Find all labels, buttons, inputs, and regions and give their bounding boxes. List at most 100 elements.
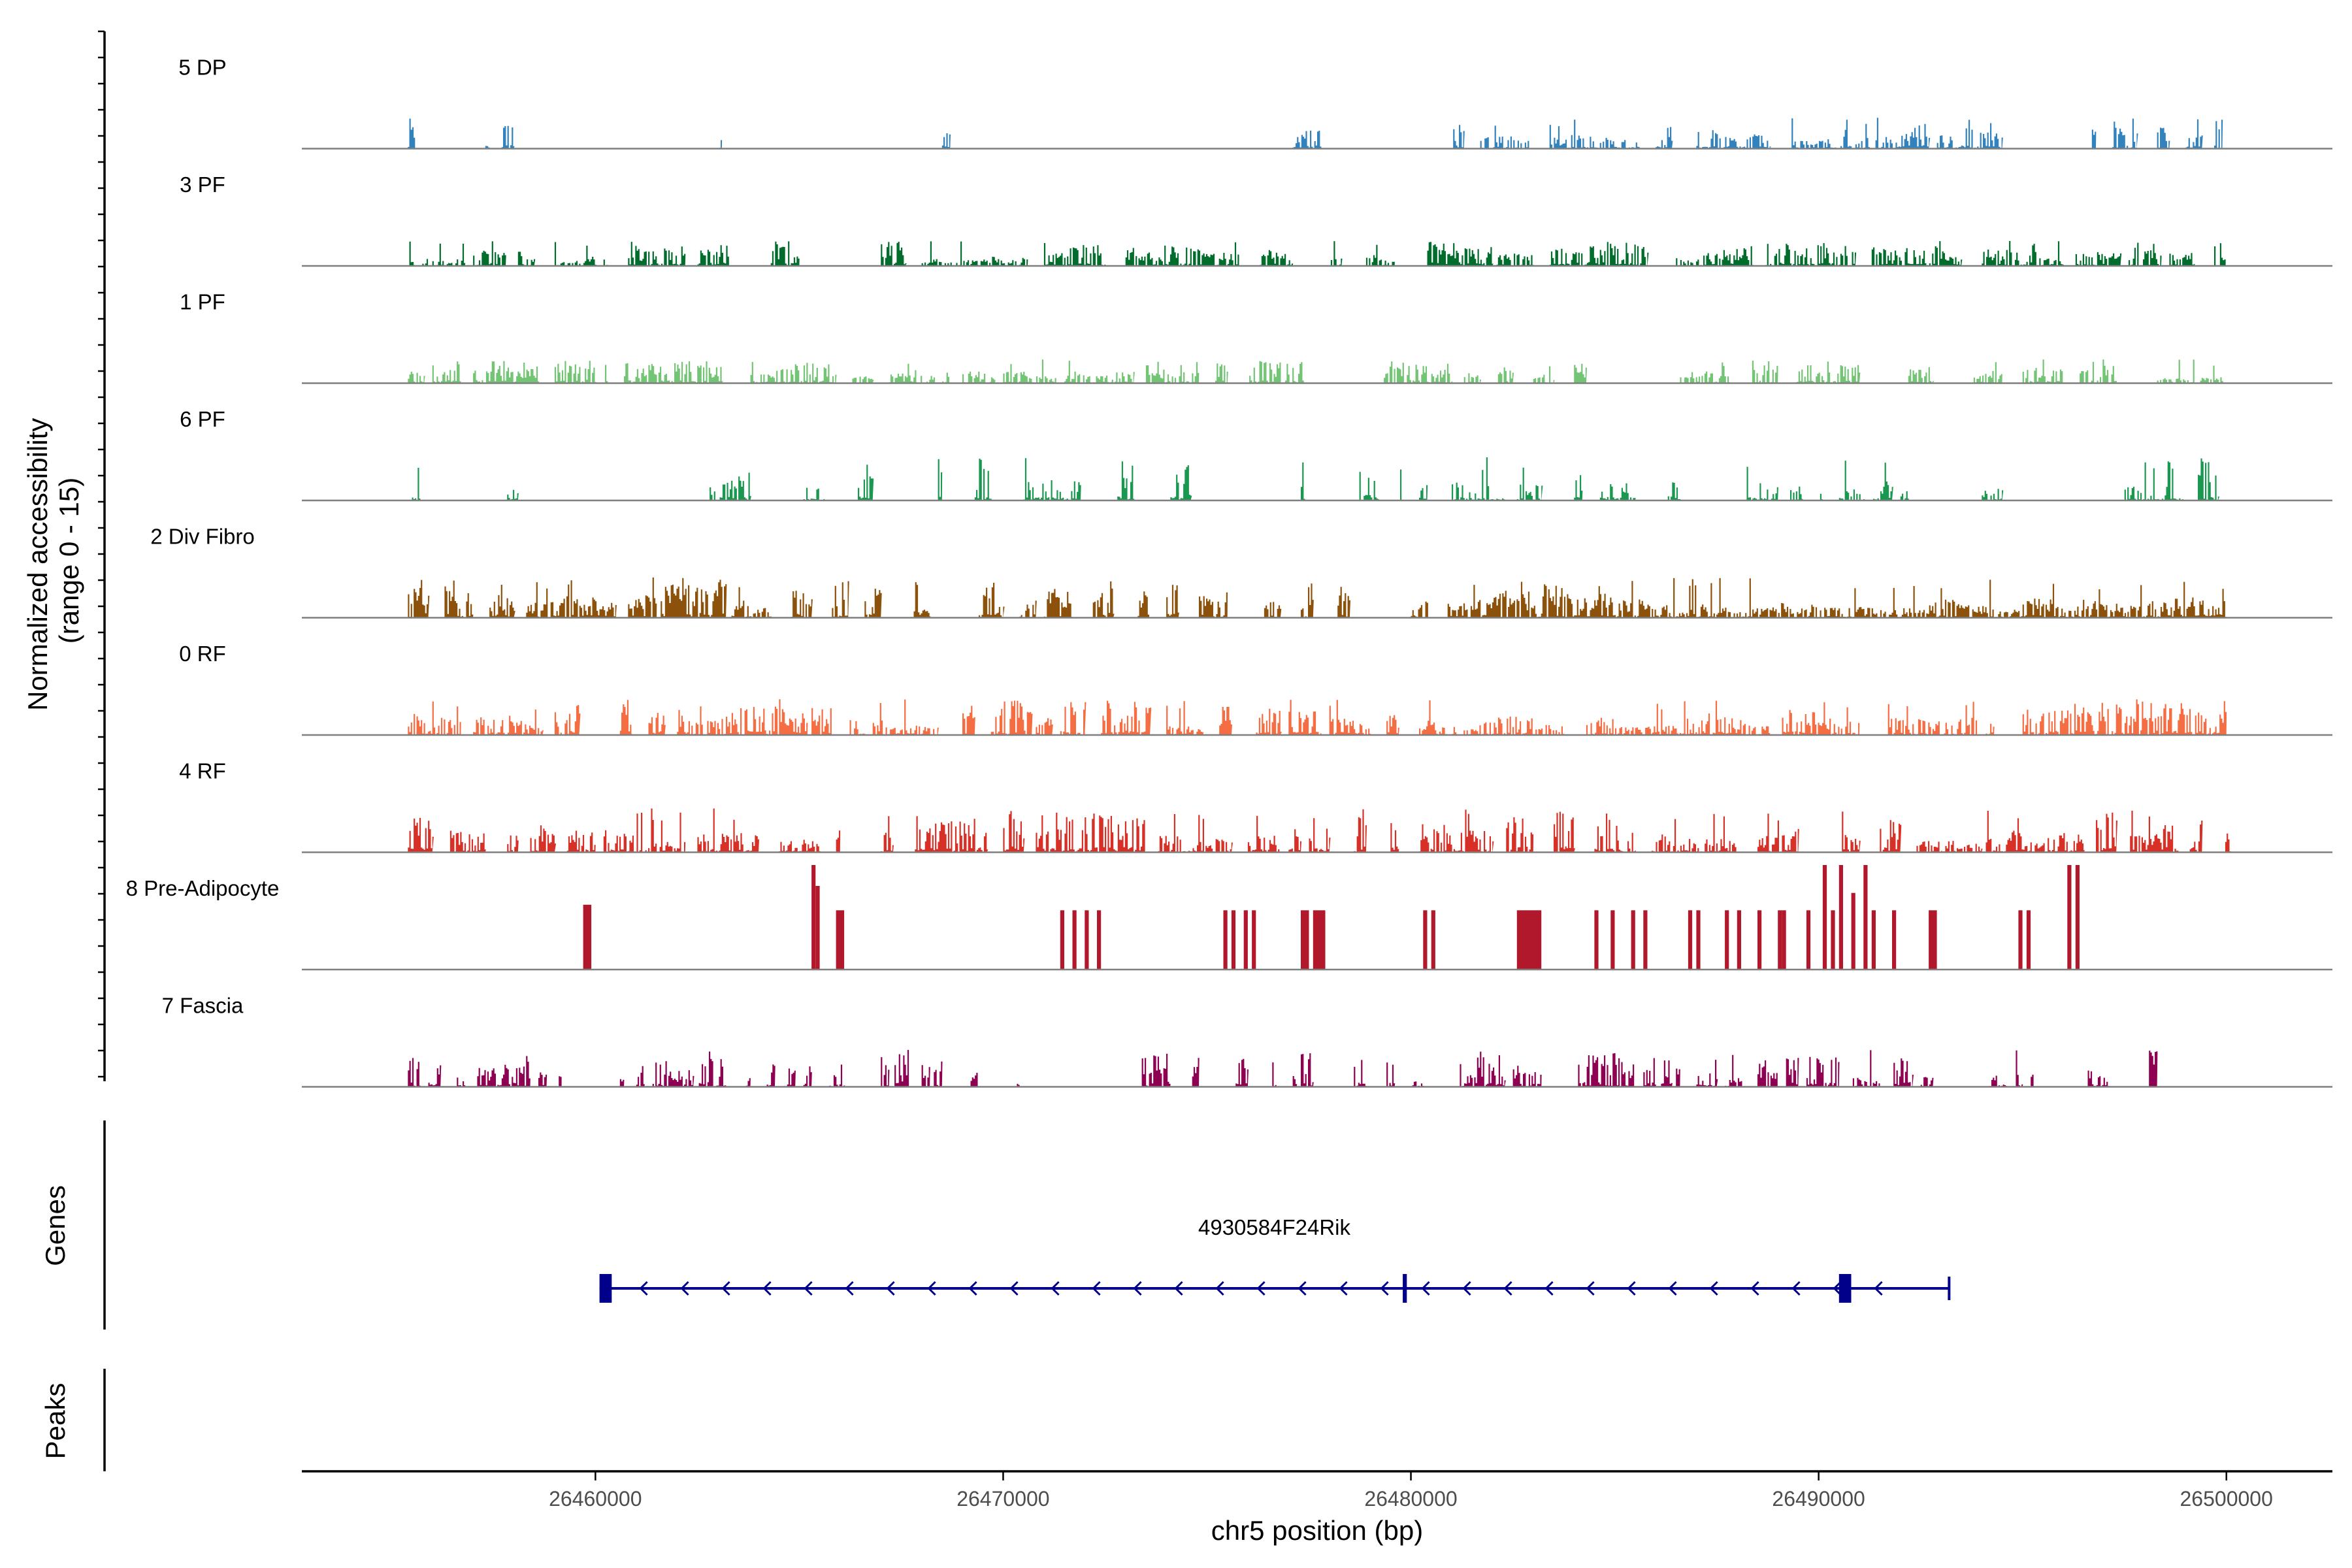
signal-peak — [803, 487, 825, 500]
genes-track-label: Genes — [40, 1185, 71, 1266]
signal-peak — [881, 816, 894, 853]
x-tick-label: 26490000 — [1772, 1487, 1865, 1511]
signal-peak — [1586, 700, 1771, 735]
signal-peak — [1676, 246, 1754, 266]
signal-peak — [1452, 125, 1465, 149]
signal-block — [1822, 865, 1827, 970]
signal-peak — [1855, 118, 1931, 149]
track-4-rf: 4 RF — [179, 759, 2332, 853]
signal-peak — [1354, 1060, 1367, 1087]
track-label-3-pf: 3 PF — [180, 172, 225, 197]
signal-block — [1892, 910, 1897, 970]
signal-block — [1060, 910, 1064, 970]
signal-block — [1851, 892, 1855, 970]
signal-peak — [938, 459, 943, 500]
signal-peak — [432, 361, 461, 384]
signal-peak — [1982, 240, 2064, 266]
signal-peak — [1141, 1053, 1171, 1087]
signal-peak — [1003, 811, 1025, 853]
signal-peak — [1145, 361, 1200, 384]
signal-peak — [1512, 1066, 1542, 1087]
signal-peak — [1219, 706, 1232, 735]
track-1-pf: 1 PF — [180, 290, 2332, 384]
peaks-track-label: Peaks — [40, 1383, 71, 1460]
signal-peak — [864, 589, 882, 618]
coverage-tracks: 5 DP 3 PF 1 PF 6 PF 2 Div Fibro 0 RF 4 RF 8 Pre… — [126, 56, 2332, 1088]
signal-peak — [1390, 823, 1399, 853]
signal-peak — [473, 361, 540, 384]
signal-peak — [1043, 589, 1073, 618]
signal-peak — [1158, 814, 1233, 853]
signal-peak — [921, 241, 1028, 266]
signal-block — [1072, 910, 1077, 970]
signal-block — [1431, 910, 1435, 970]
signal-peak — [1985, 811, 2085, 853]
signal-peak — [1272, 1062, 1277, 1087]
signal-peak — [1806, 1056, 1840, 1087]
gene-strand-arrow — [1051, 1281, 1060, 1296]
signal-peak — [979, 583, 1005, 618]
signal-8-pre-adipocyte — [583, 865, 2080, 970]
signal-peak — [1329, 700, 1371, 735]
signal-peak — [697, 808, 759, 853]
signal-peak — [506, 489, 519, 500]
signal-peak — [506, 835, 519, 853]
signal-peak — [828, 1064, 845, 1087]
signal-peak — [2091, 129, 2097, 149]
signal-peak — [974, 459, 992, 500]
signal-peak — [1419, 485, 1428, 500]
signal-peak — [1598, 483, 1636, 500]
signal-peak — [1043, 243, 1106, 266]
track-label-2-div-fibro: 2 Div Fibro — [150, 525, 255, 549]
signal-peak — [2075, 252, 2122, 266]
signal-block — [2018, 910, 2023, 970]
gene-strand-arrow — [1709, 1281, 1718, 1296]
signal-peak — [1301, 583, 1314, 618]
signal-block — [1313, 910, 1326, 970]
gene-strand-arrow — [1174, 1281, 1183, 1296]
signal-peak — [1264, 602, 1282, 618]
signal-block — [1725, 910, 1729, 970]
signal-peak — [697, 1051, 727, 1087]
signal-block — [1610, 910, 1615, 970]
signal-peak — [473, 710, 544, 735]
signal-peak — [1329, 241, 1343, 266]
gene-strand-arrow — [1750, 1281, 1759, 1296]
signal-peak — [1757, 813, 1799, 853]
signal-peak — [1199, 592, 1228, 618]
signal-peak — [1790, 118, 1852, 149]
gene-strand-arrow — [804, 1281, 813, 1296]
gene-strand-arrow — [1791, 1281, 1801, 1296]
signal-block — [1223, 910, 1228, 970]
signal-peak — [921, 1065, 930, 1087]
signal-peak — [1019, 600, 1037, 618]
signal-peak — [2022, 359, 2065, 384]
signal-peak — [408, 118, 417, 149]
track-0-rf: 0 RF — [179, 642, 2332, 736]
signal-peak — [881, 242, 907, 266]
gene-strand-arrow — [1380, 1281, 1389, 1296]
signal-block — [1778, 910, 1782, 970]
signal-peak — [791, 591, 813, 618]
signal-peak — [1659, 1060, 1673, 1087]
gene-strand-arrow — [1092, 1281, 1101, 1296]
signal-block — [1243, 910, 1248, 970]
signal-peak — [1260, 250, 1294, 266]
gene-strand-arrow — [1586, 1281, 1595, 1296]
signal-block — [1696, 910, 1701, 970]
signal-peak — [1447, 578, 2227, 618]
signal-block — [1301, 910, 1309, 970]
gene-strand-arrow — [1833, 1281, 1842, 1296]
signal-block — [1231, 910, 1236, 970]
signal-block — [2075, 865, 2080, 970]
signal-peak — [1382, 361, 1453, 384]
signal-peak — [1288, 700, 1322, 735]
signal-peak — [1166, 585, 1179, 618]
signal-peak — [2031, 1074, 2035, 1087]
signal-peak — [1818, 493, 1823, 500]
track-label-6-pf: 6 PF — [180, 407, 225, 431]
signal-peak — [1411, 1081, 1424, 1087]
signal-peak — [717, 140, 723, 149]
track-5-dp: 5 DP — [178, 56, 2332, 150]
